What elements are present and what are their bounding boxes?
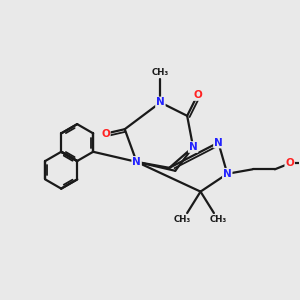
Text: N: N (223, 169, 232, 179)
Text: CH₃: CH₃ (210, 215, 227, 224)
Text: O: O (285, 158, 294, 168)
Text: CH₃: CH₃ (152, 68, 169, 77)
Text: O: O (193, 90, 202, 100)
Text: N: N (132, 157, 141, 167)
Text: CH₃: CH₃ (174, 215, 191, 224)
Text: N: N (214, 138, 223, 148)
Text: O: O (101, 129, 110, 139)
Text: N: N (189, 142, 197, 152)
Text: N: N (156, 98, 165, 107)
